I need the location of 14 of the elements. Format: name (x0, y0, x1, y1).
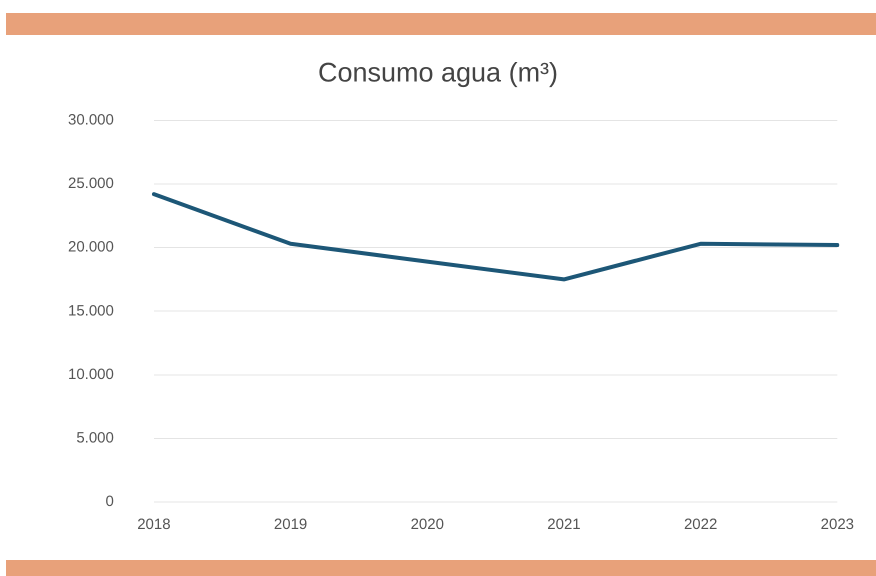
y-tick-label: 15.000 (68, 302, 114, 320)
x-tick-label: 2022 (684, 516, 718, 534)
y-tick-label: 0 (106, 493, 114, 510)
x-tick-label: 2018 (137, 516, 171, 534)
y-tick-label: 30.000 (68, 112, 114, 129)
x-tick-label: 2021 (547, 516, 581, 534)
x-tick-label: 2019 (274, 516, 308, 534)
x-tick-label: 2023 (820, 516, 854, 534)
chart-title: Consumo agua (m³) (318, 58, 558, 88)
y-tick-label: 25.000 (68, 175, 114, 192)
y-tick-label: 20.000 (68, 238, 114, 256)
y-tick-label: 5.000 (76, 430, 114, 447)
y-tick-label: 10.000 (68, 366, 114, 383)
x-tick-label: 2020 (410, 516, 444, 534)
